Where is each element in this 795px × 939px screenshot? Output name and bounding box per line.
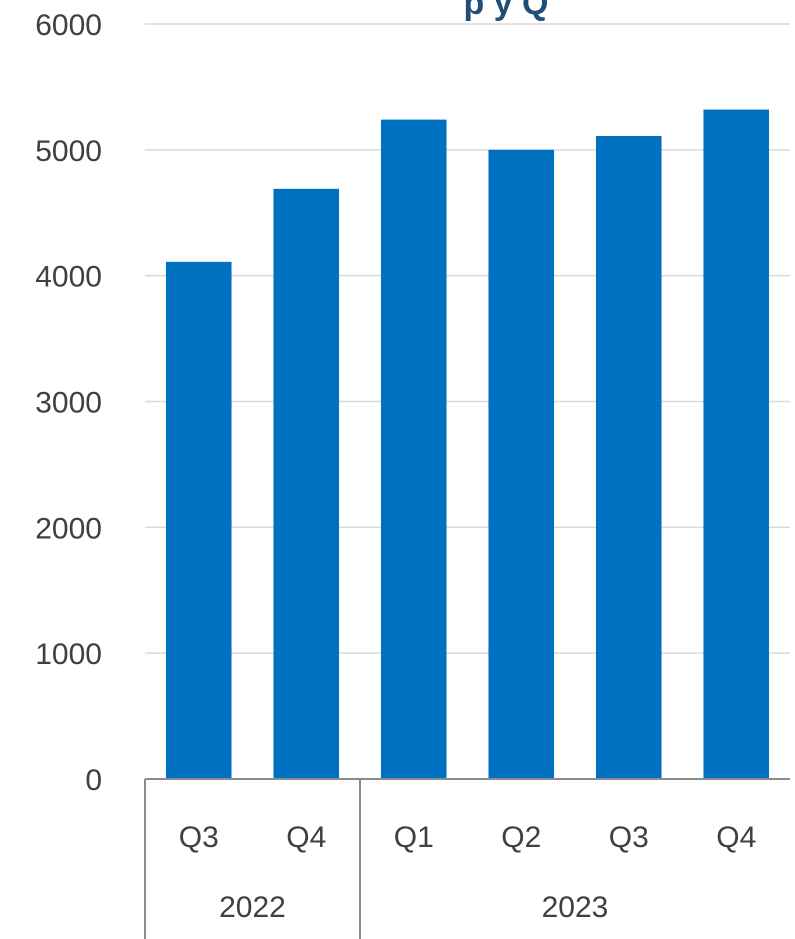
x-axis-category-labels: Q3 Q4 Q1 Q2 Q3 Q4 — [179, 821, 757, 854]
x-category-label: Q3 — [179, 821, 219, 854]
x-group-label: 2023 — [542, 891, 609, 924]
chart-title: p y Q — [463, 0, 548, 22]
x-category-label: Q3 — [609, 821, 649, 854]
x-axis-group-labels: 2022 2023 — [219, 891, 608, 924]
chart-title-text: p y Q — [463, 0, 548, 22]
bars — [165, 109, 770, 780]
x-axis — [144, 778, 790, 939]
y-tick-label: 2000 — [35, 512, 102, 545]
x-category-label: Q4 — [716, 821, 756, 854]
x-category-label: Q4 — [286, 821, 326, 854]
x-category-label: Q2 — [501, 821, 541, 854]
bar-5 — [703, 109, 770, 780]
bar-2 — [380, 119, 447, 780]
bar-1 — [273, 188, 340, 779]
bar-3 — [488, 149, 555, 780]
bar-4 — [595, 135, 662, 779]
y-tick-label: 3000 — [35, 387, 102, 420]
bar-0 — [165, 261, 232, 779]
y-tick-label: 5000 — [35, 135, 102, 168]
y-tick-label: 1000 — [35, 638, 102, 671]
y-tick-label: 6000 — [35, 9, 102, 42]
x-group-label: 2022 — [219, 891, 286, 924]
y-tick-label: 0 — [85, 764, 102, 797]
x-category-label: Q1 — [394, 821, 434, 854]
y-tick-label: 4000 — [35, 261, 102, 294]
y-axis-tick-labels: 0 1000 2000 3000 4000 5000 6000 — [35, 9, 102, 797]
gridlines — [145, 23, 790, 654]
